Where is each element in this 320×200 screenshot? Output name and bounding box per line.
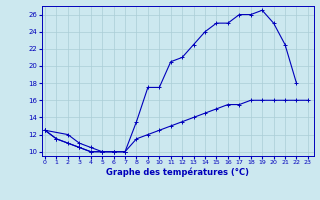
X-axis label: Graphe des températures (°C): Graphe des températures (°C)	[106, 168, 249, 177]
